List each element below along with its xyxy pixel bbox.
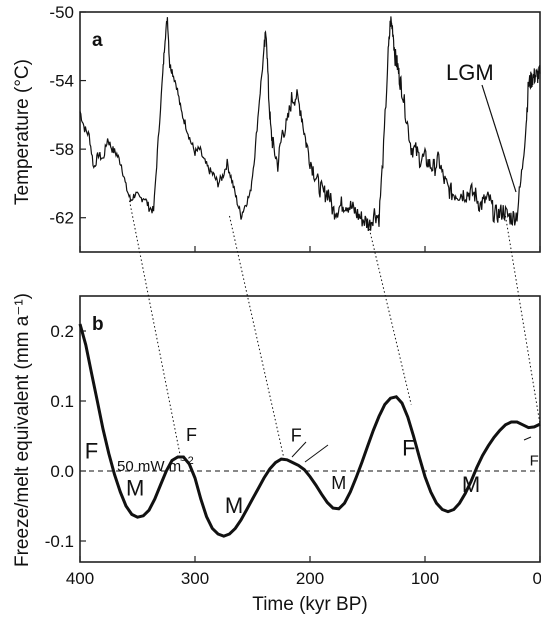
correlation-link-4: [505, 215, 541, 425]
annotation-f-8: F: [530, 452, 539, 469]
annotation-m-1: M: [126, 476, 144, 501]
y-tick-label-b--0.1: -0.1: [45, 532, 74, 551]
lgm-annotation-text: LGM: [446, 60, 494, 85]
reference-line-label: 50 mW m−2: [117, 455, 194, 475]
annotation-f-4: F: [291, 426, 302, 446]
x-tick-label-200: 200: [296, 569, 324, 588]
panel-a-frame: [79, 11, 541, 253]
panel-a-y-ticks: -50 -54 -58 -62: [49, 3, 541, 252]
x-tick-label-100: 100: [411, 569, 439, 588]
reference-line-label-main: 50 mW m: [117, 458, 181, 475]
x-tick-label-300: 300: [181, 569, 209, 588]
f-pointer-line-1: [304, 444, 329, 463]
annotation-f-0: F: [85, 438, 98, 463]
x-tick-label-0: 0: [533, 569, 541, 588]
panel-b-letter: b: [92, 314, 104, 335]
panel-b-annotations: F M F M F M F M F: [85, 425, 539, 518]
y-tick-label-b-0.2: 0.2: [50, 322, 74, 341]
reference-line-label-superscript: −2: [181, 455, 194, 467]
annotation-m-7: M: [462, 472, 480, 497]
time-axis-label: Time (kyr BP): [252, 594, 367, 615]
panel-a: -50 -54 -58 -62 a Temperature (°C) LGM: [12, 3, 541, 253]
temperature-axis-label: Temperature (°C): [12, 59, 33, 205]
correlation-link-2: [229, 215, 286, 463]
y-tick-label--50: -50: [49, 3, 74, 22]
panel-b-axis-ticks: 0.2 0.1 0.0 -0.1 400 300 200 100 0: [45, 322, 541, 588]
panel-a-letter: a: [92, 30, 103, 51]
y-tick-label--62: -62: [49, 209, 74, 228]
panel-b-frame: [79, 295, 541, 563]
panel-b: 0.2 0.1 0.0 -0.1 400 300 200 100 0 F M F M F M F M F b F…: [12, 293, 541, 615]
x-tick-label-400: 400: [66, 569, 94, 588]
y-tick-label--54: -54: [49, 72, 74, 91]
annotation-m-3: M: [225, 493, 243, 518]
y-tick-label--58: -58: [49, 140, 74, 159]
lgm-pointer-line: [481, 84, 517, 193]
freeze-melt-axis-label: Freeze/melt equivalent (mm a⁻¹): [12, 293, 33, 567]
annotation-f-6: F: [402, 436, 415, 461]
annotation-m-5: M: [331, 473, 346, 493]
correlation-link-3: [367, 221, 412, 405]
y-tick-label-b-0.1: 0.1: [50, 392, 74, 411]
f-pointer-line-3: [523, 436, 532, 441]
temperature-series-line: [79, 16, 541, 231]
y-tick-label-b-0.0: 0.0: [50, 462, 74, 481]
correlation-link-1: [128, 200, 182, 461]
correlation-links: [128, 200, 541, 463]
freeze-melt-series-line: [78, 323, 541, 538]
f-pointer-line-2: [291, 441, 307, 458]
annotation-f-2: F: [186, 425, 197, 445]
